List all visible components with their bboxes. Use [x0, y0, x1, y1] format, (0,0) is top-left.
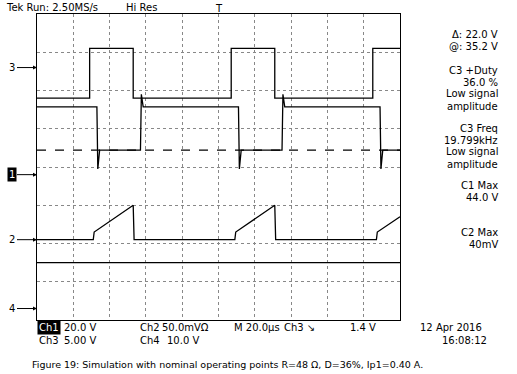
svg-text:Tek Run: 2.50MS/s: Tek Run: 2.50MS/s	[6, 2, 98, 13]
svg-text:Low signal: Low signal	[446, 146, 498, 157]
svg-text:M 20.0μs: M 20.0μs	[234, 322, 280, 333]
svg-text:Ch3 ↘: Ch3 ↘	[284, 322, 315, 333]
svg-text:Δ: 22.0 V: Δ: 22.0 V	[452, 29, 498, 40]
svg-text:amplitude: amplitude	[447, 101, 498, 112]
svg-text:C3 Freq: C3 Freq	[460, 123, 498, 134]
svg-text:@: 35.2 V: @: 35.2 V	[449, 41, 498, 52]
svg-text:amplitude: amplitude	[447, 159, 498, 170]
svg-text:C1 Max: C1 Max	[461, 180, 498, 191]
svg-text:3: 3	[9, 62, 15, 73]
svg-text:Low signal: Low signal	[446, 88, 498, 99]
svg-text:Figure 19: Simulation with nom: Figure 19: Simulation with nominal opera…	[32, 359, 423, 370]
svg-text:12 Apr 2016: 12 Apr 2016	[420, 322, 482, 333]
svg-text:4: 4	[9, 303, 15, 314]
svg-text:44.0 V: 44.0 V	[466, 192, 498, 203]
svg-text:Ch3: Ch3	[39, 335, 59, 346]
svg-text:2: 2	[9, 234, 15, 245]
svg-text:36.0 %: 36.0 %	[463, 77, 498, 88]
svg-text:C2 Max: C2 Max	[461, 227, 498, 238]
svg-text:10.0 V: 10.0 V	[167, 335, 199, 346]
svg-text:1: 1	[9, 169, 15, 180]
svg-text:Hi Res: Hi Res	[126, 2, 157, 13]
svg-text:Ch4: Ch4	[140, 335, 160, 346]
svg-text:Ch1: Ch1	[39, 322, 59, 333]
svg-text:50.0mVΩ: 50.0mVΩ	[162, 322, 209, 333]
svg-text:C3 +Duty: C3 +Duty	[449, 65, 498, 76]
svg-text:T: T	[215, 3, 223, 14]
svg-text:1.4 V: 1.4 V	[350, 322, 376, 333]
svg-text:5.00 V: 5.00 V	[64, 335, 96, 346]
svg-text:40mV: 40mV	[469, 239, 498, 250]
svg-text:20.0 V: 20.0 V	[64, 322, 96, 333]
svg-text:19.799kHz: 19.799kHz	[444, 135, 498, 146]
svg-text:Ch2: Ch2	[140, 322, 160, 333]
svg-text:16:08:12: 16:08:12	[442, 335, 487, 346]
